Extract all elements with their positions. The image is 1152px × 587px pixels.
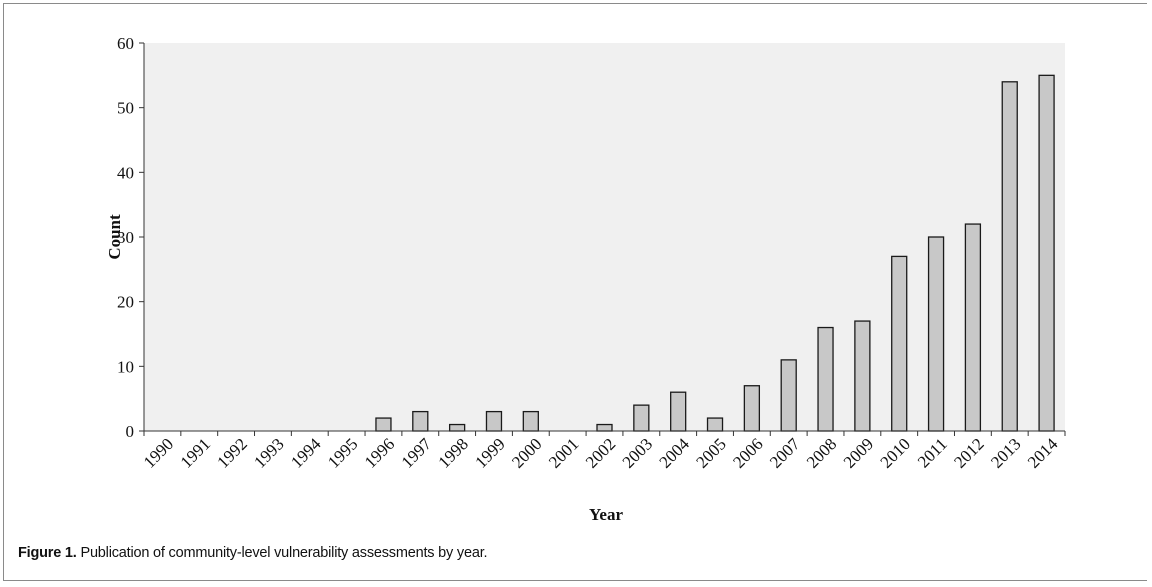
x-tick-label-2013: 2013 xyxy=(987,434,1024,471)
x-tick-label-1998: 1998 xyxy=(434,434,471,471)
x-tick-label-2001: 2001 xyxy=(545,434,582,471)
y-tick-label: 50 xyxy=(117,99,134,118)
bar-2006 xyxy=(743,385,761,432)
bar-2009 xyxy=(854,320,871,432)
x-tick-label-1991: 1991 xyxy=(177,434,214,471)
bar-2013 xyxy=(1001,81,1018,432)
bar-2014 xyxy=(1038,74,1055,432)
x-tick-label-2007: 2007 xyxy=(766,434,804,472)
x-tick-label-2002: 2002 xyxy=(582,434,619,471)
x-tick-label-2006: 2006 xyxy=(729,434,766,471)
y-tick-label: 40 xyxy=(117,163,134,182)
x-tick-label-1999: 1999 xyxy=(471,434,508,471)
y-tick-label: 0 xyxy=(126,422,135,441)
bar-2005 xyxy=(706,417,724,432)
x-tick-label-2014: 2014 xyxy=(1024,434,1062,472)
bar-2002 xyxy=(596,423,613,432)
x-tick-label-2012: 2012 xyxy=(950,434,987,471)
x-tick-label-1994: 1994 xyxy=(287,434,325,472)
y-tick-label: 20 xyxy=(117,293,134,312)
y-ticks-group: 0 10 20 30 40 50 60 xyxy=(117,34,144,441)
x-tick-label-1996: 1996 xyxy=(361,434,398,471)
caption-label: Figure 1. xyxy=(18,545,77,561)
plot-background xyxy=(144,43,1065,431)
bar-1998 xyxy=(448,423,466,432)
caption-text: Publication of community-level vulnerabi… xyxy=(76,545,488,561)
y-tick-label: 30 xyxy=(117,228,134,247)
x-tick-label-1997: 1997 xyxy=(398,434,436,472)
bar-2008 xyxy=(817,326,834,432)
bar-2003 xyxy=(633,404,650,432)
bar-1996 xyxy=(375,417,392,432)
x-tick-label-2010: 2010 xyxy=(877,434,914,471)
figure-frame xyxy=(3,3,1147,581)
bar-2004 xyxy=(670,391,687,432)
x-ticks-group: 1990 1991 1992 1993 1994 1995 1996 1997 1998 1999… xyxy=(140,431,1066,472)
x-tick-label-2003: 2003 xyxy=(619,434,656,471)
bar-1997 xyxy=(412,410,429,432)
bar-2000 xyxy=(522,410,539,432)
x-tick-label-2000: 2000 xyxy=(508,434,545,471)
x-axis-title: Year xyxy=(589,505,623,524)
y-tick-label: 60 xyxy=(117,34,134,53)
x-tick-label-1995: 1995 xyxy=(324,434,361,471)
x-tick-label-2011: 2011 xyxy=(914,434,951,471)
y-tick-label: 10 xyxy=(117,357,134,376)
bar-2011 xyxy=(927,236,945,432)
x-tick-label-2005: 2005 xyxy=(692,434,729,471)
x-tick-label-1990: 1990 xyxy=(140,434,177,471)
bar-1999 xyxy=(485,410,503,432)
x-tick-label-2009: 2009 xyxy=(840,434,877,471)
bars-group xyxy=(375,74,1055,432)
x-tick-label-1992: 1992 xyxy=(213,434,250,471)
x-tick-label-2004: 2004 xyxy=(656,434,694,472)
x-tick-label-2008: 2008 xyxy=(803,434,840,471)
bar-2007 xyxy=(780,359,797,432)
bar-2012 xyxy=(964,223,982,432)
y-axis-title: Count xyxy=(105,214,124,260)
x-tick-label-1993: 1993 xyxy=(250,434,287,471)
figure-caption: Figure 1. Publication of community-level… xyxy=(18,545,488,561)
bar-2010 xyxy=(891,255,908,432)
